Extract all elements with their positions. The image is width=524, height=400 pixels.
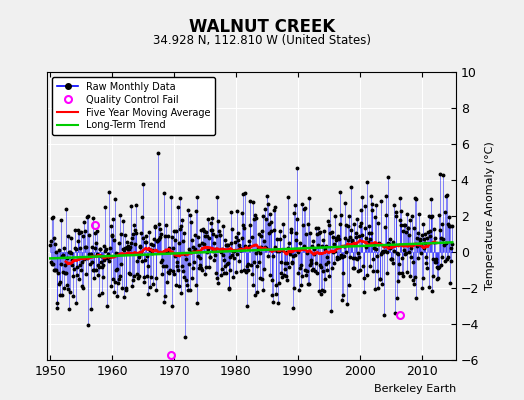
Text: 34.928 N, 112.810 W (United States): 34.928 N, 112.810 W (United States) — [153, 34, 371, 47]
Text: Berkeley Earth: Berkeley Earth — [374, 384, 456, 394]
Y-axis label: Temperature Anomaly (°C): Temperature Anomaly (°C) — [485, 142, 495, 290]
Legend: Raw Monthly Data, Quality Control Fail, Five Year Moving Average, Long-Term Tren: Raw Monthly Data, Quality Control Fail, … — [52, 77, 215, 135]
Text: WALNUT CREEK: WALNUT CREEK — [189, 18, 335, 36]
